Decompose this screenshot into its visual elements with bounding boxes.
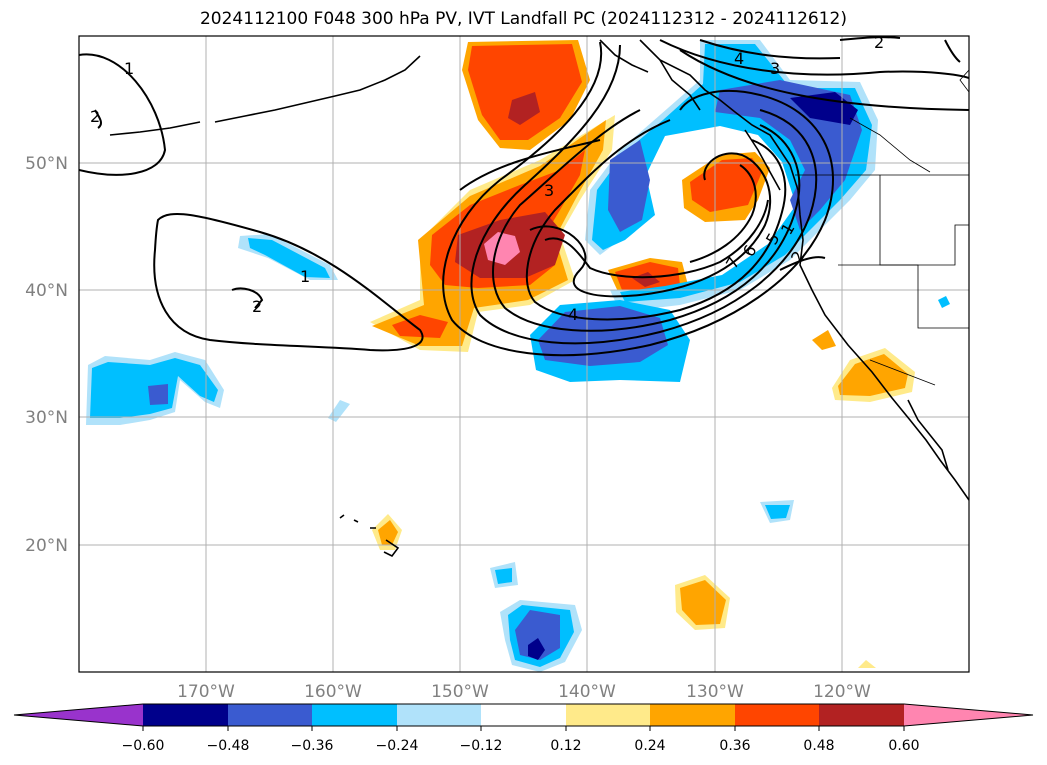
colorbar-segment — [397, 704, 481, 726]
contour-label: 4 — [734, 49, 744, 68]
contour-label: 1 — [300, 267, 310, 286]
colorbar-tick-label: −0.60 — [122, 738, 165, 754]
colorbar-segment — [566, 704, 650, 726]
map-area: 1 1 2 2 3 4 4 3 2 7 6 5 1 2 — [79, 33, 969, 672]
lat-tick-label: 20°N — [25, 536, 68, 556]
lat-tick-label: 50°N — [25, 154, 68, 174]
colorbar-tick-label: −0.24 — [376, 738, 419, 754]
colorbar-right-extension — [904, 704, 1033, 726]
lat-tick-label: 40°N — [25, 281, 68, 301]
colorbar-left-extension — [14, 704, 143, 726]
contour-label: 1 — [124, 59, 134, 78]
coastlines — [109, 39, 969, 558]
colorbar-segment — [650, 704, 735, 726]
colorbar-tick-label: −0.48 — [207, 738, 250, 754]
contour-labels: 1 1 2 2 3 4 4 3 2 7 6 5 1 2 — [90, 33, 884, 324]
map-title: 2024112100 F048 300 hPa PV, IVT Landfall… — [199, 9, 847, 29]
colorbar-tick-label: 0.12 — [550, 738, 581, 754]
contour-label: 2 — [874, 33, 884, 52]
colorbar-tick-label: 0.36 — [719, 738, 750, 754]
colorbar-tick-label: −0.36 — [291, 738, 334, 754]
lat-tick-labels: 50°N 40°N 30°N 20°N — [25, 154, 68, 556]
colorbar-tick-label: −0.12 — [460, 738, 503, 754]
contour-label: 3 — [544, 181, 554, 200]
contour-label: 3 — [770, 59, 780, 78]
colorbar-segment — [481, 704, 566, 726]
lon-tick-label: 150°W — [431, 682, 489, 702]
colorbar-tick-label: 0.60 — [888, 738, 919, 754]
contour-label: 2 — [252, 297, 262, 316]
lat-tick-label: 30°N — [25, 408, 68, 428]
lon-tick-label: 160°W — [304, 682, 362, 702]
colorbar-segment — [143, 704, 228, 726]
colorbar-ticks — [142, 726, 905, 731]
colorbar-tick-label: 0.48 — [803, 738, 834, 754]
lon-tick-label: 140°W — [558, 682, 616, 702]
colorbar: −0.60 −0.48 −0.36 −0.24 −0.12 0.12 0.24 … — [13, 703, 1034, 754]
political-borders — [795, 69, 969, 386]
contour-label: 4 — [568, 305, 578, 324]
colorbar-segment — [312, 704, 397, 726]
colorbar-segment — [819, 704, 904, 726]
lon-tick-label: 120°W — [813, 682, 871, 702]
colorbar-segment — [735, 704, 819, 726]
contour-label: 2 — [90, 107, 100, 126]
pv-contours — [79, 36, 969, 357]
colorbar-tick-label: 0.24 — [634, 738, 665, 754]
colorbar-segment — [228, 704, 312, 726]
lon-tick-label: 170°W — [177, 682, 235, 702]
lon-tick-labels: 170°W 160°W 150°W 140°W 130°W 120°W — [177, 682, 871, 702]
map-frame — [78, 35, 970, 673]
lon-tick-label: 130°W — [686, 682, 744, 702]
